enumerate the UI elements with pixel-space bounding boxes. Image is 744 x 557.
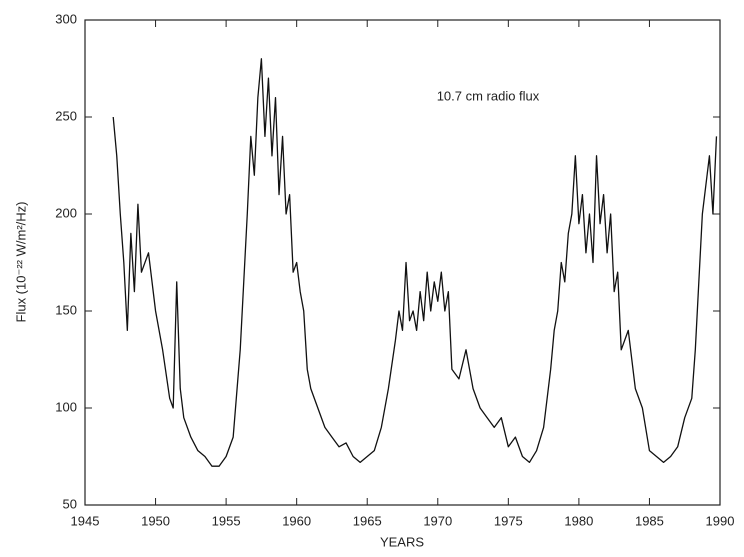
- x-tick-label: 1960: [282, 513, 311, 528]
- flux-line: [112, 58, 718, 467]
- x-tick-label: 1990: [706, 513, 735, 528]
- x-axis-label: YEARS: [380, 534, 424, 549]
- y-tick-label: 300: [55, 11, 77, 26]
- x-tick-label: 1955: [212, 513, 241, 528]
- annotation: 10.7 cm radio flux: [437, 88, 540, 103]
- x-tick-label: 1950: [141, 513, 170, 528]
- y-tick-label: 50: [63, 496, 77, 511]
- y-tick-label: 200: [55, 205, 77, 220]
- x-tick-label: 1970: [423, 513, 452, 528]
- y-tick-label: 250: [55, 108, 77, 123]
- x-tick-label: 1965: [353, 513, 382, 528]
- y-tick-label: 100: [55, 399, 77, 414]
- x-tick-label: 1980: [564, 513, 593, 528]
- x-tick-label: 1945: [71, 513, 100, 528]
- y-axis-label: Flux (10⁻²² W/m²/Hz): [13, 202, 28, 323]
- x-tick-label: 1985: [635, 513, 664, 528]
- plot-frame: [84, 19, 721, 506]
- x-tick-label: 1975: [494, 513, 523, 528]
- y-tick-label: 150: [55, 302, 77, 317]
